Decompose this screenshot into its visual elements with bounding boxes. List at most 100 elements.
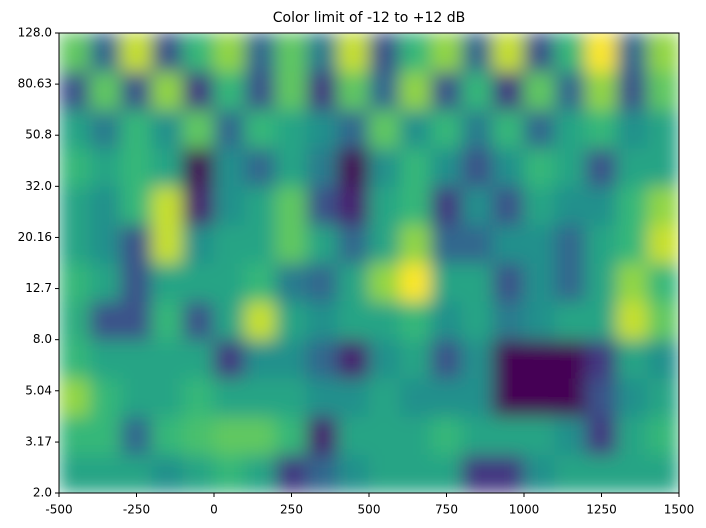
cell — [585, 262, 618, 302]
cell — [585, 70, 618, 111]
cell — [647, 415, 679, 456]
cell — [213, 454, 246, 493]
cell — [492, 300, 525, 341]
cell — [585, 33, 618, 72]
cell — [647, 454, 679, 493]
cell — [585, 377, 618, 417]
cell — [59, 339, 91, 379]
cell — [213, 224, 246, 264]
cell — [89, 147, 122, 187]
cell — [616, 415, 649, 456]
cell — [306, 300, 339, 341]
cell — [337, 300, 370, 341]
cell — [647, 300, 679, 341]
cell — [585, 224, 618, 264]
cell — [399, 109, 432, 149]
cell — [213, 109, 246, 149]
cell — [647, 147, 679, 187]
y-tick-label: 80.63 — [18, 77, 52, 91]
cell — [647, 377, 679, 417]
cell — [120, 262, 153, 302]
cell — [368, 147, 401, 187]
cell — [182, 185, 215, 226]
cell — [151, 147, 184, 187]
cell — [89, 262, 122, 302]
cell — [647, 33, 679, 72]
cell — [492, 185, 525, 226]
cell — [554, 147, 587, 187]
cell — [554, 185, 587, 226]
y-tick-label: 3.17 — [25, 435, 52, 449]
cell — [368, 224, 401, 264]
cell — [151, 300, 184, 341]
cell — [368, 300, 401, 341]
cell — [647, 185, 679, 226]
cell — [585, 339, 618, 379]
y-tick-label: 32.0 — [25, 179, 52, 193]
cell — [337, 33, 370, 72]
cell — [182, 454, 215, 493]
cell — [337, 262, 370, 302]
y-tick-label: 5.04 — [25, 383, 52, 397]
cell — [399, 377, 432, 417]
cell — [554, 454, 587, 493]
x-tick-label: 1500 — [664, 503, 695, 517]
cell — [647, 109, 679, 149]
cell — [461, 454, 494, 493]
cell — [337, 185, 370, 226]
cell — [430, 415, 463, 456]
cell — [585, 415, 618, 456]
cell — [616, 224, 649, 264]
cell — [244, 415, 277, 456]
cell — [616, 70, 649, 111]
cell — [430, 262, 463, 302]
cell — [244, 262, 277, 302]
cell — [523, 33, 556, 72]
cell — [182, 147, 215, 187]
cell — [151, 33, 184, 72]
cell — [616, 109, 649, 149]
cell — [523, 377, 556, 417]
plot-area — [59, 33, 679, 493]
cell — [399, 262, 432, 302]
cell — [59, 377, 91, 417]
cell — [585, 300, 618, 341]
cell — [585, 109, 618, 149]
cell — [554, 377, 587, 417]
cell — [337, 224, 370, 264]
cell — [244, 377, 277, 417]
cell — [585, 185, 618, 226]
cell — [213, 70, 246, 111]
cell — [616, 33, 649, 72]
cell — [554, 300, 587, 341]
cell — [306, 377, 339, 417]
cell — [306, 70, 339, 111]
cell — [399, 33, 432, 72]
cell — [275, 300, 308, 341]
cell — [430, 454, 463, 493]
cell — [275, 415, 308, 456]
cell — [244, 109, 277, 149]
cell — [461, 109, 494, 149]
cell — [399, 224, 432, 264]
cell — [59, 70, 91, 111]
cell — [616, 147, 649, 187]
cell — [306, 33, 339, 72]
cell — [461, 147, 494, 187]
cell — [89, 33, 122, 72]
cell — [492, 377, 525, 417]
cell — [368, 377, 401, 417]
cell — [523, 185, 556, 226]
cell — [120, 33, 153, 72]
cell — [337, 339, 370, 379]
x-tick-label: 1250 — [586, 503, 617, 517]
cell — [244, 224, 277, 264]
y-tick-label: 8.0 — [33, 332, 52, 346]
cell — [89, 70, 122, 111]
cell — [120, 377, 153, 417]
cell — [337, 109, 370, 149]
cell — [244, 70, 277, 111]
cell — [306, 224, 339, 264]
x-tick-label: 0 — [210, 503, 218, 517]
cell — [213, 147, 246, 187]
